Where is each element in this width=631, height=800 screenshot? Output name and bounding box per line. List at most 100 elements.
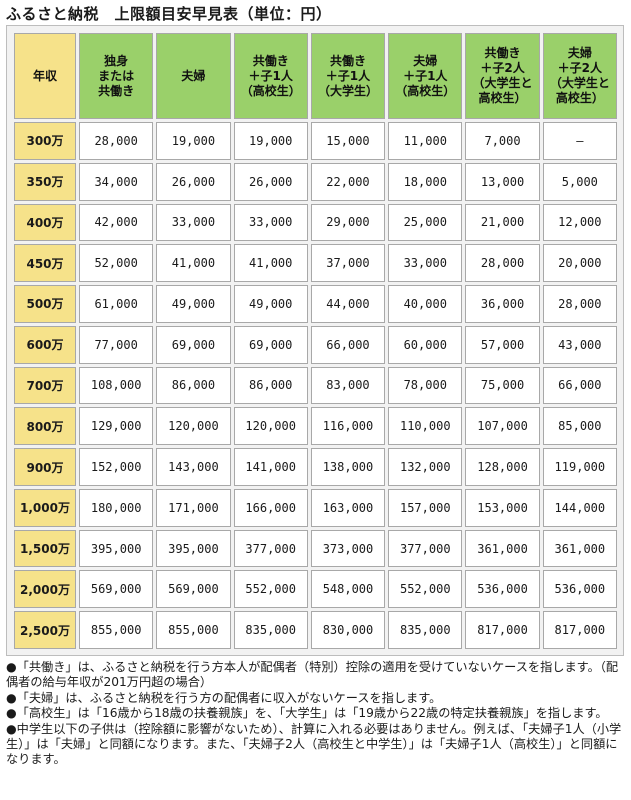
limit-value-cell: 835,000: [233, 611, 308, 649]
limit-value-cell: 20,000: [542, 244, 617, 283]
limit-value-cell: —: [542, 122, 617, 160]
limit-value-cell: 33,000: [156, 203, 231, 242]
table-row: 400万 42,000 33,000 33,000 29,000 25,000 21,000…: [14, 203, 617, 242]
table-row: 500万 61,000 49,000 49,000 44,000 40,000 36,000…: [14, 285, 617, 323]
limit-value-cell: 25,000: [388, 203, 463, 242]
limit-value-cell: 28,000: [542, 285, 617, 323]
note-item: ●「共働き」は、ふるさと納税を行う方本人が配偶者（特別）控除の適用を受けていない…: [6, 660, 619, 690]
note-item: ●「夫婦」は、ふるさと納税を行う方の配偶者に収入がないケースを指します。: [6, 690, 442, 705]
limit-value-cell: 85,000: [542, 407, 617, 446]
limit-value-cell: 855,000: [156, 611, 231, 649]
limit-value-cell: 855,000: [79, 611, 154, 649]
limit-value-cell: 536,000: [542, 570, 617, 609]
limit-value-cell: 41,000: [233, 244, 308, 283]
income-cell: 600万: [14, 325, 76, 364]
limit-value-cell: 75,000: [465, 366, 540, 405]
limit-value-cell: 18,000: [388, 162, 463, 201]
limit-value-cell: 41,000: [156, 244, 231, 283]
limit-value-cell: 66,000: [542, 366, 617, 405]
limit-value-cell: 129,000: [79, 407, 154, 446]
limit-value-cell: 86,000: [156, 366, 231, 405]
limit-value-cell: 60,000: [388, 325, 463, 364]
income-cell: 800万: [14, 407, 76, 446]
header-category: 夫婦 ＋子2人 （大学生と 高校生）: [542, 33, 617, 119]
limit-value-cell: 69,000: [156, 325, 231, 364]
header-income: 年収: [14, 33, 76, 119]
limit-value-cell: 15,000: [310, 122, 386, 160]
limit-value-cell: 144,000: [542, 488, 617, 527]
limit-value-cell: 548,000: [310, 570, 386, 609]
limit-value-cell: 361,000: [542, 529, 617, 568]
table-row: 700万 108,000 86,000 86,000 83,000 78,000 75,00…: [14, 366, 617, 405]
header-row: 年収 独身 または 共働き 夫婦 共働き ＋子1人 （高校生） 共働き ＋子1人 （大学生） 夫婦 ＋子…: [14, 33, 617, 119]
table-row: 900万 152,000 143,000 141,000 138,000 132,000 1…: [14, 448, 617, 486]
table-row: 300万 28,000 19,000 19,000 15,000 11,000 7,000—: [14, 122, 617, 160]
limit-value-cell: 77,000: [79, 325, 154, 364]
income-cell: 700万: [14, 366, 76, 405]
income-cell: 900万: [14, 448, 76, 486]
limit-value-cell: 21,000: [465, 203, 540, 242]
limit-value-cell: 7,000: [465, 122, 540, 160]
limit-value-cell: 33,000: [233, 203, 308, 242]
limit-value-cell: 110,000: [388, 407, 463, 446]
limit-value-cell: 33,000: [388, 244, 463, 283]
limit-value-cell: 83,000: [310, 366, 386, 405]
limit-value-cell: 536,000: [465, 570, 540, 609]
limit-value-cell: 132,000: [388, 448, 463, 486]
limit-value-cell: 86,000: [233, 366, 308, 405]
limit-value-cell: 13,000: [465, 162, 540, 201]
limit-value-cell: 163,000: [310, 488, 386, 527]
limit-value-cell: 116,000: [310, 407, 386, 446]
limit-table: 年収 独身 または 共働き 夫婦 共働き ＋子1人 （高校生） 共働き ＋子1人 （大学生） 夫婦 ＋子…: [11, 30, 620, 652]
limit-value-cell: 569,000: [156, 570, 231, 609]
limit-value-cell: 157,000: [388, 488, 463, 527]
limit-value-cell: 817,000: [465, 611, 540, 649]
limit-value-cell: 61,000: [79, 285, 154, 323]
limit-value-cell: 373,000: [310, 529, 386, 568]
limit-value-cell: 835,000: [388, 611, 463, 649]
limit-value-cell: 49,000: [233, 285, 308, 323]
limit-value-cell: 26,000: [233, 162, 308, 201]
limit-value-cell: 44,000: [310, 285, 386, 323]
table-row: 800万 129,000 120,000 120,000 116,000 110,000 1…: [14, 407, 617, 446]
limit-value-cell: 143,000: [156, 448, 231, 486]
limit-value-cell: 108,000: [79, 366, 154, 405]
limit-value-cell: 166,000: [233, 488, 308, 527]
limit-value-cell: 11,000: [388, 122, 463, 160]
table-row: 450万 52,000 41,000 41,000 37,000 33,000 28,000…: [14, 244, 617, 283]
limit-value-cell: 28,000: [465, 244, 540, 283]
limit-value-cell: 19,000: [156, 122, 231, 160]
limit-value-cell: 569,000: [79, 570, 154, 609]
limit-value-cell: 43,000: [542, 325, 617, 364]
header-category: 夫婦 ＋子1人 （高校生）: [388, 33, 463, 119]
limit-value-cell: 152,000: [79, 448, 154, 486]
limit-value-cell: 19,000: [233, 122, 308, 160]
limit-value-cell: 128,000: [465, 448, 540, 486]
header-category: 共働き ＋子1人 （高校生）: [233, 33, 308, 119]
limit-value-cell: 42,000: [79, 203, 154, 242]
header-category: 独身 または 共働き: [79, 33, 154, 119]
income-cell: 400万: [14, 203, 76, 242]
income-cell: 500万: [14, 285, 76, 323]
limit-value-cell: 49,000: [156, 285, 231, 323]
table-row: 350万 34,000 26,000 26,000 22,000 18,000 13,000…: [14, 162, 617, 201]
table-row: 1,000万 180,000 171,000 166,000 163,000 157,00…: [14, 488, 617, 527]
limit-value-cell: 57,000: [465, 325, 540, 364]
limit-value-cell: 180,000: [79, 488, 154, 527]
header-category: 共働き ＋子2人 （大学生と 高校生）: [465, 33, 540, 119]
limit-value-cell: 377,000: [233, 529, 308, 568]
limit-value-cell: 153,000: [465, 488, 540, 527]
income-cell: 2,000万: [14, 570, 76, 609]
table-row: 1,500万 395,000 395,000 377,000 373,000 377,00…: [14, 529, 617, 568]
limit-value-cell: 40,000: [388, 285, 463, 323]
limit-value-cell: 69,000: [233, 325, 308, 364]
header-category: 夫婦: [156, 33, 231, 119]
limit-value-cell: 817,000: [542, 611, 617, 649]
limit-value-cell: 37,000: [310, 244, 386, 283]
income-cell: 1,000万: [14, 488, 76, 527]
notes: ●「共働き」は、ふるさと納税を行う方本人が配偶者（特別）控除の適用を受けていない…: [6, 660, 628, 768]
limit-value-cell: 119,000: [542, 448, 617, 486]
income-cell: 450万: [14, 244, 76, 283]
income-cell: 350万: [14, 162, 76, 201]
limit-value-cell: 141,000: [233, 448, 308, 486]
